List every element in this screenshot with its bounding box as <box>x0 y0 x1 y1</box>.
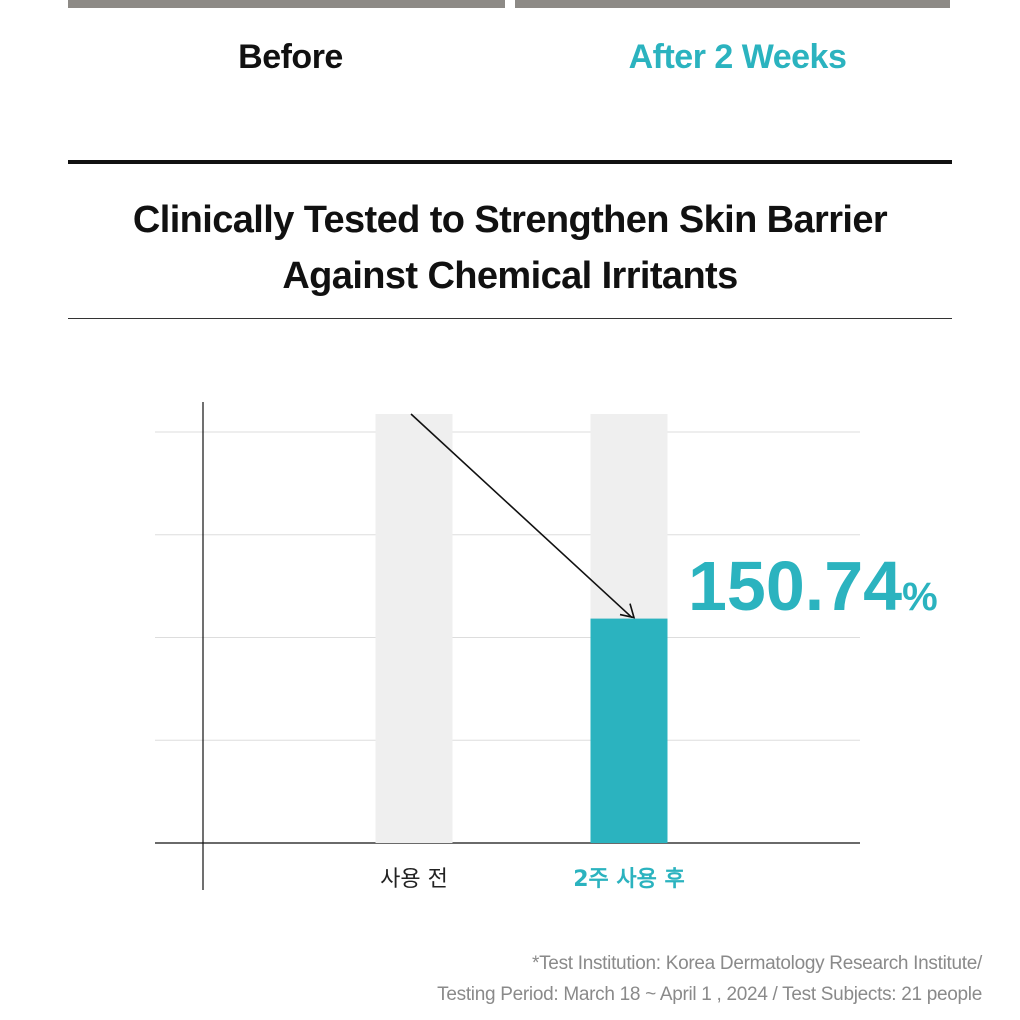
headline-line-2: Against Chemical Irritants <box>282 255 738 297</box>
annotation-unit: % <box>902 575 938 619</box>
before-label: Before <box>238 38 343 76</box>
footnote: *Test Institution: Korea Dermatology Res… <box>437 948 982 1010</box>
footnote-line-1: *Test Institution: Korea Dermatology Res… <box>532 953 982 974</box>
headline: Clinically Tested to Strengthen Skin Bar… <box>68 192 952 304</box>
x-tick-label-1: 사용 전 <box>380 867 448 892</box>
annotation-value: 150.74% <box>688 547 938 625</box>
x-tick-label-2: 2주 사용 후 <box>573 867 685 892</box>
footnote-line-2: Testing Period: March 18 ~ April 1 , 202… <box>437 984 982 1005</box>
headline-top-rule <box>68 160 952 164</box>
annotation-number: 150.74 <box>688 547 902 625</box>
headline-bottom-rule <box>68 318 952 319</box>
trend-arrow-line <box>410 413 633 619</box>
before-photo-edge <box>68 0 505 8</box>
headline-line-1: Clinically Tested to Strengthen Skin Bar… <box>132 199 888 241</box>
bar-2 <box>590 618 668 843</box>
after-photo-edge <box>515 0 950 8</box>
trend-arrow-head <box>619 603 636 619</box>
after-label: After 2 Weeks <box>628 38 847 76</box>
bar-1 <box>375 414 453 843</box>
